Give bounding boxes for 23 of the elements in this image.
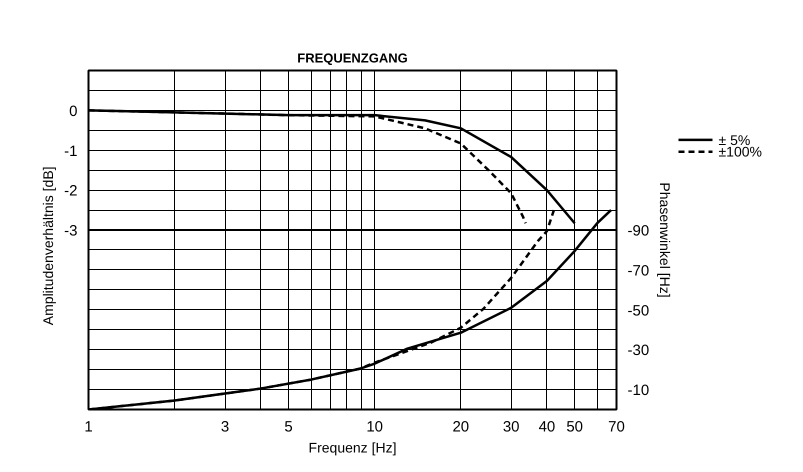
y-tick-label: -3 [64,222,78,240]
chart-title: FREQUENZGANG [297,50,408,66]
x-tick-label: 70 [608,418,625,436]
x-tick-label: 3 [220,418,230,436]
legend-label: ± 5% [718,132,750,148]
y-tick-label: -2 [64,182,78,200]
y2-tick-label: -70 [628,262,650,280]
x-tick-label: 20 [452,418,470,436]
x-axis-title: Frequenz [Hz] [308,440,396,456]
y2-tick-label: -50 [628,302,650,320]
x-tick-label: 10 [366,418,384,436]
x-tick-label: 5 [284,418,293,436]
y2-axis-title: Phasenwinkel [Hz] [657,182,674,298]
x-tick-label: 50 [566,418,584,436]
x-tick-label: 30 [502,418,520,436]
y-axis-title: Amplitudenverhältnis [dB] [40,166,56,326]
y-tick-label: 0 [69,102,78,120]
y2-tick-label: -90 [628,222,650,240]
x-tick-label: 1 [84,418,93,436]
x-tick-label: 40 [538,418,556,436]
y2-tick-label: -30 [628,342,650,360]
y-tick-label: -1 [64,142,78,160]
y2-tick-label: -10 [628,382,650,400]
